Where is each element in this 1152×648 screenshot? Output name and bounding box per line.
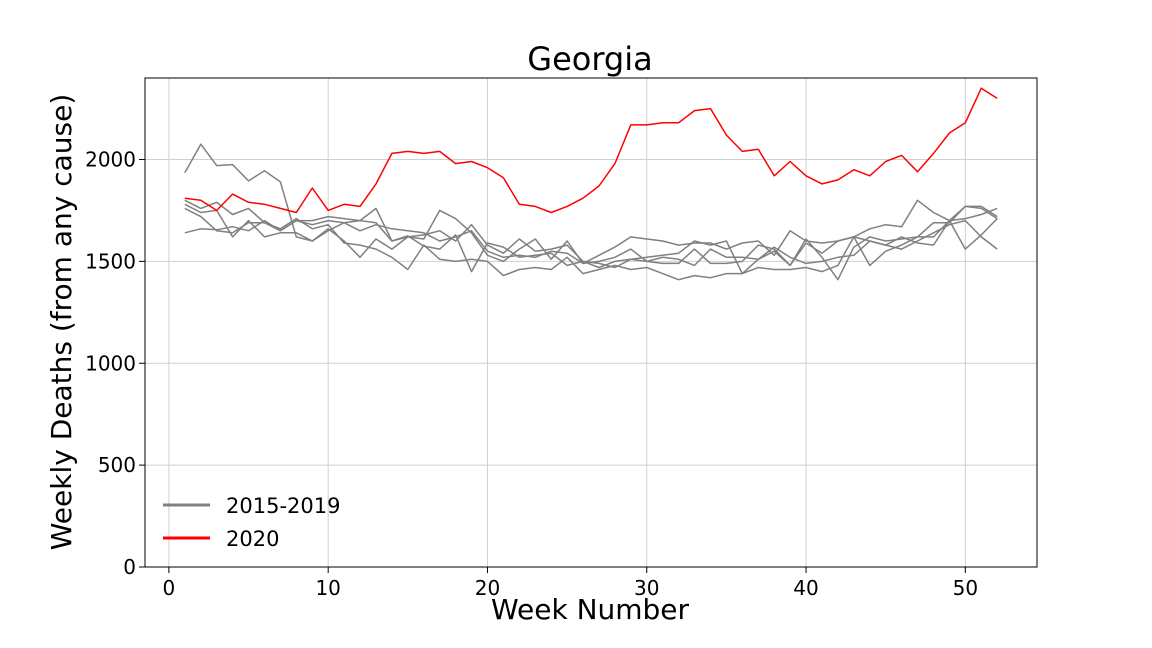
x-tick-label: 0 [163, 576, 176, 600]
y-tick-label: 1000 [85, 351, 136, 375]
legend-label: 2020 [226, 527, 279, 551]
y-tick-label: 1500 [85, 249, 136, 273]
series-line-2015-2019 [184, 143, 998, 275]
y-tick-label: 0 [123, 555, 136, 579]
series-line-2015-2019 [184, 199, 998, 265]
legend-label: 2015-2019 [226, 494, 340, 518]
x-tick-label: 30 [634, 576, 659, 600]
legend: 2015-2019 2020 [163, 494, 340, 551]
series-line-2015-2019 [184, 207, 998, 281]
y-tick-label: 2000 [85, 148, 136, 172]
x-tick-label: 20 [475, 576, 500, 600]
x-tick-label: 40 [793, 576, 818, 600]
y-axis-title: Weekly Deaths (from any cause) [45, 94, 78, 551]
series-layer [184, 87, 998, 281]
plot-frame [144, 77, 1038, 568]
x-tick-label: 10 [315, 576, 340, 600]
x-tick-label: 50 [953, 576, 978, 600]
series-line-2020 [184, 87, 998, 214]
y-tick-label: 500 [98, 453, 136, 477]
series-line-2015-2019 [184, 203, 998, 281]
x-axis-title: Week Number [491, 593, 690, 626]
chart-title: Georgia [527, 40, 652, 78]
